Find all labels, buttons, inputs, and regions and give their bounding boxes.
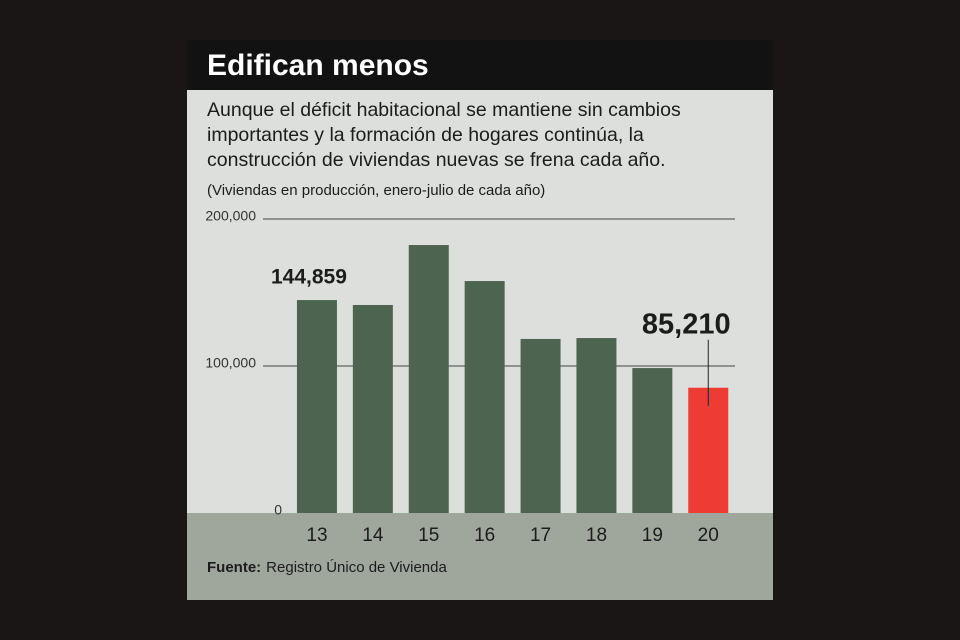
source-label: Fuente: <box>207 559 261 576</box>
x-tick-label: 20 <box>698 525 719 546</box>
bar <box>464 281 505 513</box>
y-tick-label: 0 <box>274 502 282 518</box>
y-tick-label: 200,000 <box>205 208 256 224</box>
y-tick-label: 100,000 <box>205 355 256 371</box>
x-tick-label: 14 <box>362 525 384 546</box>
bar <box>296 300 337 513</box>
value-label: 85,210 <box>642 308 731 340</box>
x-tick-label: 16 <box>474 525 495 546</box>
x-tick-label: 19 <box>642 525 663 546</box>
footer-band <box>187 513 773 600</box>
x-tick-label: 13 <box>306 525 327 546</box>
bar <box>520 338 561 513</box>
x-tick-label: 15 <box>418 525 439 546</box>
x-tick-label: 17 <box>530 525 551 546</box>
bar <box>632 368 673 513</box>
source: Fuente: Registro Único de Vivienda <box>207 559 447 576</box>
subtitle: Aunque el déficit habitacional se mantie… <box>207 99 681 171</box>
title-bar <box>187 40 773 90</box>
bar <box>688 387 729 513</box>
note: (Viviendas en producción, enero-julio de… <box>207 182 546 199</box>
source-text: Registro Único de Vivienda <box>266 559 447 576</box>
bar <box>576 338 617 513</box>
x-tick-label: 18 <box>586 525 607 546</box>
value-label: 144,859 <box>271 266 347 289</box>
chart-title: Edifican menos <box>207 49 429 82</box>
bar <box>408 245 449 514</box>
bar <box>352 304 393 513</box>
